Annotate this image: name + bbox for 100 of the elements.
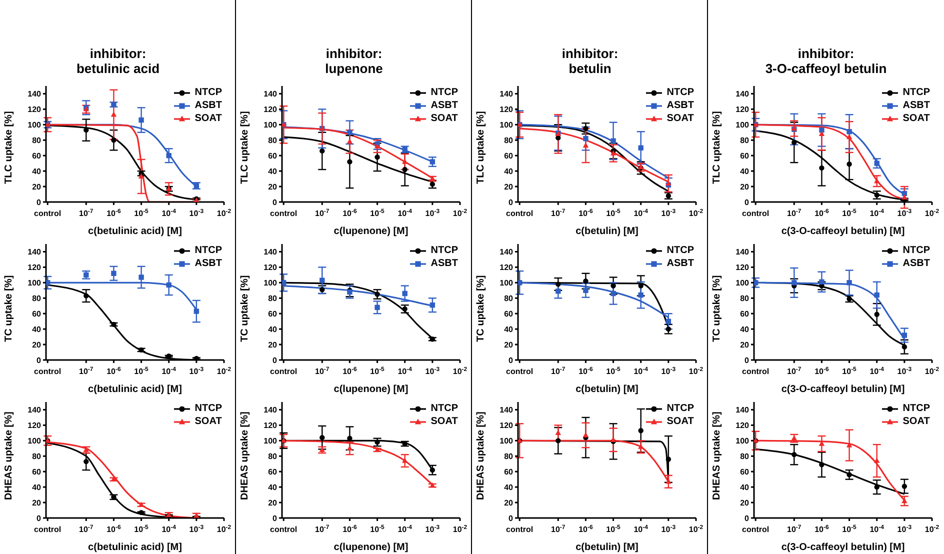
y-axis-title: TC uptake [%] [476, 275, 487, 342]
legend-label: SOAT [430, 113, 458, 124]
x-axis-title: c(betulin) [M] [576, 384, 638, 395]
x-tick-label: 10$^{-7}$ [315, 524, 330, 534]
y-tick-label: 0 [272, 356, 278, 365]
legend-label: SOAT [666, 416, 694, 427]
y-tick-label: 120 [28, 421, 42, 430]
y-tick-label: 0 [744, 514, 750, 523]
legend-label: NTCP [430, 245, 458, 256]
chart-title: inhibitor: betulinic acid [75, 45, 161, 78]
y-tick-label: 20 [504, 182, 514, 192]
y-tick-label: 120 [736, 421, 750, 430]
x-tick-label: 10$^{-6}$ [578, 366, 594, 376]
x-tick-label: 10$^{-3}$ [897, 208, 912, 218]
legend-label: NTCP [666, 245, 694, 256]
x-tick-label: 10$^{-7}$ [787, 524, 802, 534]
x-tick-label: 10$^{-6}$ [814, 208, 830, 218]
legend-label: NTCP [430, 87, 458, 98]
y-axis-title: TLC uptake [%] [712, 111, 723, 184]
y-tick-label: 80 [32, 136, 42, 145]
x-tick-label: 10$^{-7}$ [79, 524, 94, 534]
x-axis-title: c(lupenone) [M] [334, 226, 408, 237]
x-tick-label: 10$^{-5}$ [370, 524, 386, 534]
x-tick-label: 10$^{-3}$ [897, 524, 912, 534]
y-tick-label: 140 [736, 406, 750, 415]
x-tick-label: 10$^{-2}$ [216, 524, 232, 534]
y-tick-label: 60 [268, 151, 278, 160]
legend-label: NTCP [902, 87, 930, 98]
x-tick-label: 10$^{-6}$ [814, 366, 830, 376]
y-tick-label: 0 [744, 198, 750, 207]
x-tick-label: control [506, 525, 534, 534]
x-tick-label: control [506, 209, 534, 218]
y-tick-label: 60 [268, 309, 278, 318]
x-tick-label: 10$^{-7}$ [551, 366, 566, 376]
x-tick-label: 10$^{-6}$ [578, 208, 594, 218]
y-tick-label: 100 [500, 120, 514, 130]
legend-label: SOAT [902, 416, 930, 427]
x-tick-label: 10$^{-2}$ [688, 524, 704, 534]
x-tick-label: control [34, 367, 62, 376]
y-tick-label: 120 [500, 105, 514, 114]
x-tick-label: control [34, 525, 62, 534]
y-tick-label: 80 [268, 136, 278, 145]
x-tick-label: 10$^{-7}$ [79, 208, 94, 218]
x-tick-label: 10$^{-4}$ [162, 208, 177, 218]
x-tick-label: 10$^{-5}$ [370, 208, 386, 218]
y-tick-label: 20 [32, 340, 42, 350]
legend-label: NTCP [666, 403, 694, 414]
legend-label: ASBT [194, 100, 222, 111]
y-tick-label: 140 [736, 248, 750, 257]
x-tick-label: control [742, 367, 770, 376]
y-tick-label: 0 [744, 356, 750, 365]
y-tick-label: 0 [36, 356, 42, 365]
x-tick-label: 10$^{-5}$ [370, 366, 386, 376]
x-tick-label: 10$^{-7}$ [551, 208, 566, 218]
y-tick-label: 80 [268, 452, 278, 461]
y-axis-title: TC uptake [%] [240, 275, 251, 342]
y-tick-label: 60 [268, 467, 278, 476]
y-axis-title: TLC uptake [%] [476, 111, 487, 184]
x-axis-title: c(betulinic acid) [M] [88, 542, 182, 553]
y-tick-label: 120 [500, 263, 514, 272]
y-tick-label: 140 [28, 406, 42, 415]
x-tick-label: 10$^{-3}$ [897, 366, 912, 376]
chart-title: inhibitor: 3-O-caffeoyl betulin [764, 45, 888, 78]
x-tick-label: 10$^{-4}$ [634, 366, 649, 376]
legend-label: ASBT [194, 258, 222, 269]
y-tick-label: 80 [740, 294, 750, 303]
x-tick-label: 10$^{-3}$ [425, 524, 440, 534]
y-axis-title: TC uptake [%] [712, 275, 723, 342]
y-tick-label: 80 [504, 452, 514, 461]
x-tick-label: 10$^{-5}$ [842, 366, 858, 376]
legend-label: ASBT [666, 100, 694, 111]
y-tick-label: 80 [740, 136, 750, 145]
x-tick-label: 10$^{-4}$ [634, 524, 649, 534]
y-tick-label: 120 [736, 105, 750, 114]
y-tick-label: 80 [740, 452, 750, 461]
x-tick-label: 10$^{-2}$ [216, 366, 232, 376]
y-tick-label: 120 [500, 421, 514, 430]
y-tick-label: 80 [504, 294, 514, 303]
y-tick-label: 120 [736, 263, 750, 272]
y-tick-label: 40 [504, 324, 514, 334]
legend-label: NTCP [902, 245, 930, 256]
y-tick-label: 0 [508, 356, 514, 365]
legend-label: SOAT [194, 416, 222, 427]
x-tick-label: 10$^{-4}$ [398, 366, 413, 376]
y-tick-label: 140 [28, 248, 42, 257]
x-tick-label: control [34, 209, 62, 218]
y-tick-label: 120 [28, 105, 42, 114]
x-tick-label: 10$^{-6}$ [106, 208, 122, 218]
y-tick-label: 60 [504, 309, 514, 318]
x-axis-title: c(lupenone) [M] [334, 542, 408, 553]
legend-label: NTCP [194, 403, 222, 414]
y-tick-label: 100 [28, 436, 42, 446]
legend-label: SOAT [666, 113, 694, 124]
y-tick-label: 140 [28, 90, 42, 99]
y-tick-label: 40 [504, 166, 514, 176]
y-tick-label: 40 [740, 482, 750, 492]
x-tick-label: 10$^{-7}$ [551, 524, 566, 534]
x-tick-label: 10$^{-3}$ [189, 208, 204, 218]
x-axis-title: c(3-O-caffeoyl betulin) [M] [781, 226, 905, 237]
y-tick-label: 40 [504, 482, 514, 492]
